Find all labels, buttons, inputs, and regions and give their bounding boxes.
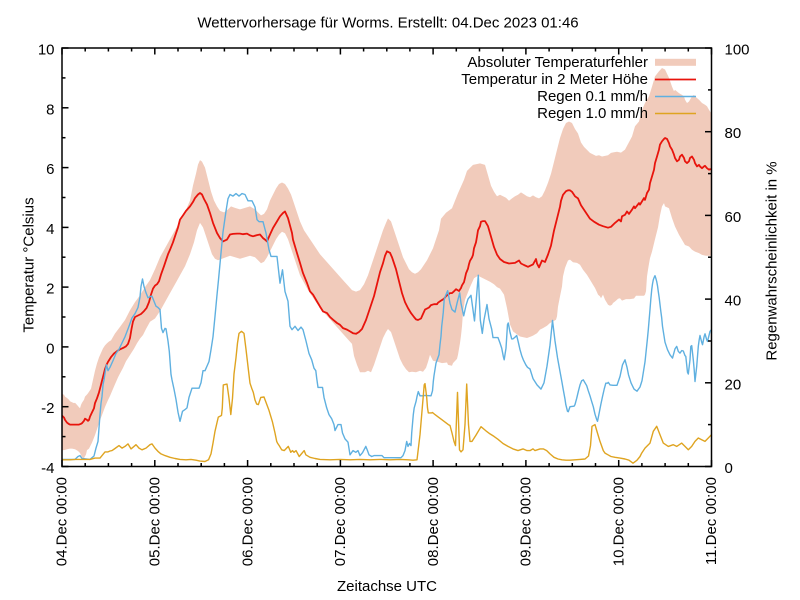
svg-text:2: 2 (46, 281, 54, 298)
svg-text:0: 0 (725, 460, 733, 477)
svg-text:10: 10 (38, 42, 55, 59)
svg-text:11.Dec 00:00: 11.Dec 00:00 (703, 477, 720, 565)
svg-text:-4: -4 (41, 460, 54, 477)
svg-text:6: 6 (46, 161, 54, 178)
svg-text:08.Dec 00:00: 08.Dec 00:00 (425, 477, 442, 566)
svg-text:Regen 1.0 mm/h: Regen 1.0 mm/h (537, 105, 648, 122)
svg-text:10.Dec 00:00: 10.Dec 00:00 (610, 477, 627, 566)
svg-text:Wettervorhersage für Worms. Er: Wettervorhersage für Worms. Erstellt: 04… (197, 15, 578, 32)
svg-text:100: 100 (725, 42, 750, 59)
svg-text:8: 8 (46, 101, 54, 118)
svg-text:0: 0 (46, 340, 54, 357)
svg-text:Temperatur in 2 Meter Höhe: Temperatur in 2 Meter Höhe (461, 71, 648, 88)
svg-text:Regen 0.1 mm/h: Regen 0.1 mm/h (537, 88, 648, 105)
svg-text:20: 20 (725, 376, 742, 393)
svg-text:09.Dec 00:00: 09.Dec 00:00 (518, 477, 535, 566)
svg-text:06.Dec 00:00: 06.Dec 00:00 (239, 477, 256, 566)
svg-text:04.Dec 00:00: 04.Dec 00:00 (54, 477, 71, 566)
svg-text:80: 80 (725, 125, 742, 142)
svg-text:4: 4 (46, 221, 54, 238)
svg-text:-2: -2 (41, 400, 54, 417)
svg-text:Absoluter Temperaturfehler: Absoluter Temperaturfehler (467, 54, 648, 71)
svg-text:60: 60 (725, 209, 742, 226)
svg-text:Zeitachse UTC: Zeitachse UTC (337, 578, 437, 595)
svg-text:07.Dec 00:00: 07.Dec 00:00 (332, 477, 349, 566)
svg-text:Regenwahrscheinlichkeit in %: Regenwahrscheinlichkeit in % (764, 161, 781, 360)
svg-text:40: 40 (725, 293, 742, 310)
svg-text:Temperatur °Celsius: Temperatur °Celsius (20, 197, 37, 332)
svg-text:05.Dec 00:00: 05.Dec 00:00 (147, 477, 164, 566)
